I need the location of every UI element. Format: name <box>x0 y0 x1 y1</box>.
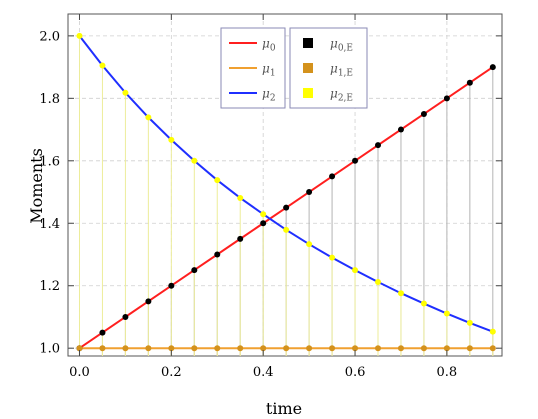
data-point <box>420 110 427 117</box>
legend-label: μ2,E <box>330 87 353 104</box>
data-point <box>99 62 106 69</box>
y-tick-label: 1.0 <box>39 342 60 357</box>
data-point <box>329 254 336 261</box>
data-point <box>122 345 129 352</box>
x-axis-label: time <box>266 399 302 418</box>
data-point <box>489 345 496 352</box>
data-point <box>397 290 404 297</box>
data-point <box>397 345 404 352</box>
y-axis-label: Moments <box>27 148 46 224</box>
data-point <box>352 345 359 352</box>
stem-lines <box>78 35 494 356</box>
data-point <box>237 345 244 352</box>
data-points <box>76 32 496 352</box>
axis-ticks: 0.0 0.2 0.4 0.6 0.8 1.0 1.2 1.4 1.6 1.8 2.0 <box>39 14 502 380</box>
data-point <box>420 345 427 352</box>
data-point <box>375 278 381 285</box>
data-point <box>145 345 152 352</box>
data-point <box>375 345 381 352</box>
y-tick-label: 1.8 <box>39 92 60 107</box>
data-point <box>306 189 313 196</box>
data-point <box>214 177 221 184</box>
data-point <box>99 329 106 336</box>
legend-label: μ0 <box>262 37 276 54</box>
data-point <box>420 300 427 307</box>
data-point <box>168 136 175 143</box>
data-point <box>283 226 290 233</box>
legend-label: μ2 <box>262 87 276 104</box>
data-point <box>237 194 244 201</box>
data-point <box>122 89 129 96</box>
data-point <box>214 345 221 352</box>
data-point <box>352 267 359 274</box>
data-point <box>306 345 313 352</box>
data-point <box>352 157 359 164</box>
data-point <box>443 310 450 317</box>
data-point <box>191 267 198 274</box>
data-point <box>306 241 313 248</box>
data-point <box>122 313 129 320</box>
data-point <box>466 319 473 326</box>
y-tick-label: 1.4 <box>39 217 60 232</box>
data-point <box>237 235 244 242</box>
data-point <box>260 211 267 218</box>
legend-point-swatch <box>303 38 313 48</box>
legend-label: μ1,E <box>330 62 353 79</box>
legend: μ0 μ1 μ2 μ0,E μ1,E μ2,E <box>220 27 368 109</box>
data-point <box>76 32 83 39</box>
x-tick-label: 0.0 <box>69 365 90 380</box>
data-point <box>329 173 336 180</box>
data-point <box>443 95 450 102</box>
data-point <box>260 345 267 352</box>
data-point <box>283 345 290 352</box>
legend-box-points <box>289 27 368 109</box>
data-point <box>283 204 290 211</box>
y-tick-label: 1.6 <box>39 154 60 169</box>
data-point <box>329 345 336 352</box>
x-tick-label: 0.4 <box>253 365 274 380</box>
data-point <box>375 142 381 149</box>
x-tick-label: 0.2 <box>161 365 182 380</box>
legend-point-swatch <box>303 88 313 98</box>
data-point <box>76 345 83 352</box>
data-point <box>489 64 496 71</box>
data-point <box>191 345 198 352</box>
data-point <box>397 126 404 133</box>
data-point <box>489 328 496 335</box>
data-point <box>145 298 152 305</box>
x-tick-label: 0.6 <box>345 365 366 380</box>
data-point <box>99 345 106 352</box>
y-tick-label: 2.0 <box>39 29 60 44</box>
y-tick-label: 1.2 <box>39 279 60 294</box>
legend-label: μ0,E <box>330 37 353 54</box>
data-point <box>466 345 473 352</box>
data-point <box>168 282 175 289</box>
data-point <box>260 220 267 227</box>
data-point <box>466 79 473 86</box>
legend-point-swatch <box>303 63 313 73</box>
x-tick-label: 0.8 <box>437 365 458 380</box>
data-point <box>191 157 198 164</box>
data-point <box>145 114 152 121</box>
data-point <box>168 345 175 352</box>
data-point <box>214 251 221 258</box>
legend-label: μ1 <box>262 62 276 79</box>
data-point <box>443 345 450 352</box>
